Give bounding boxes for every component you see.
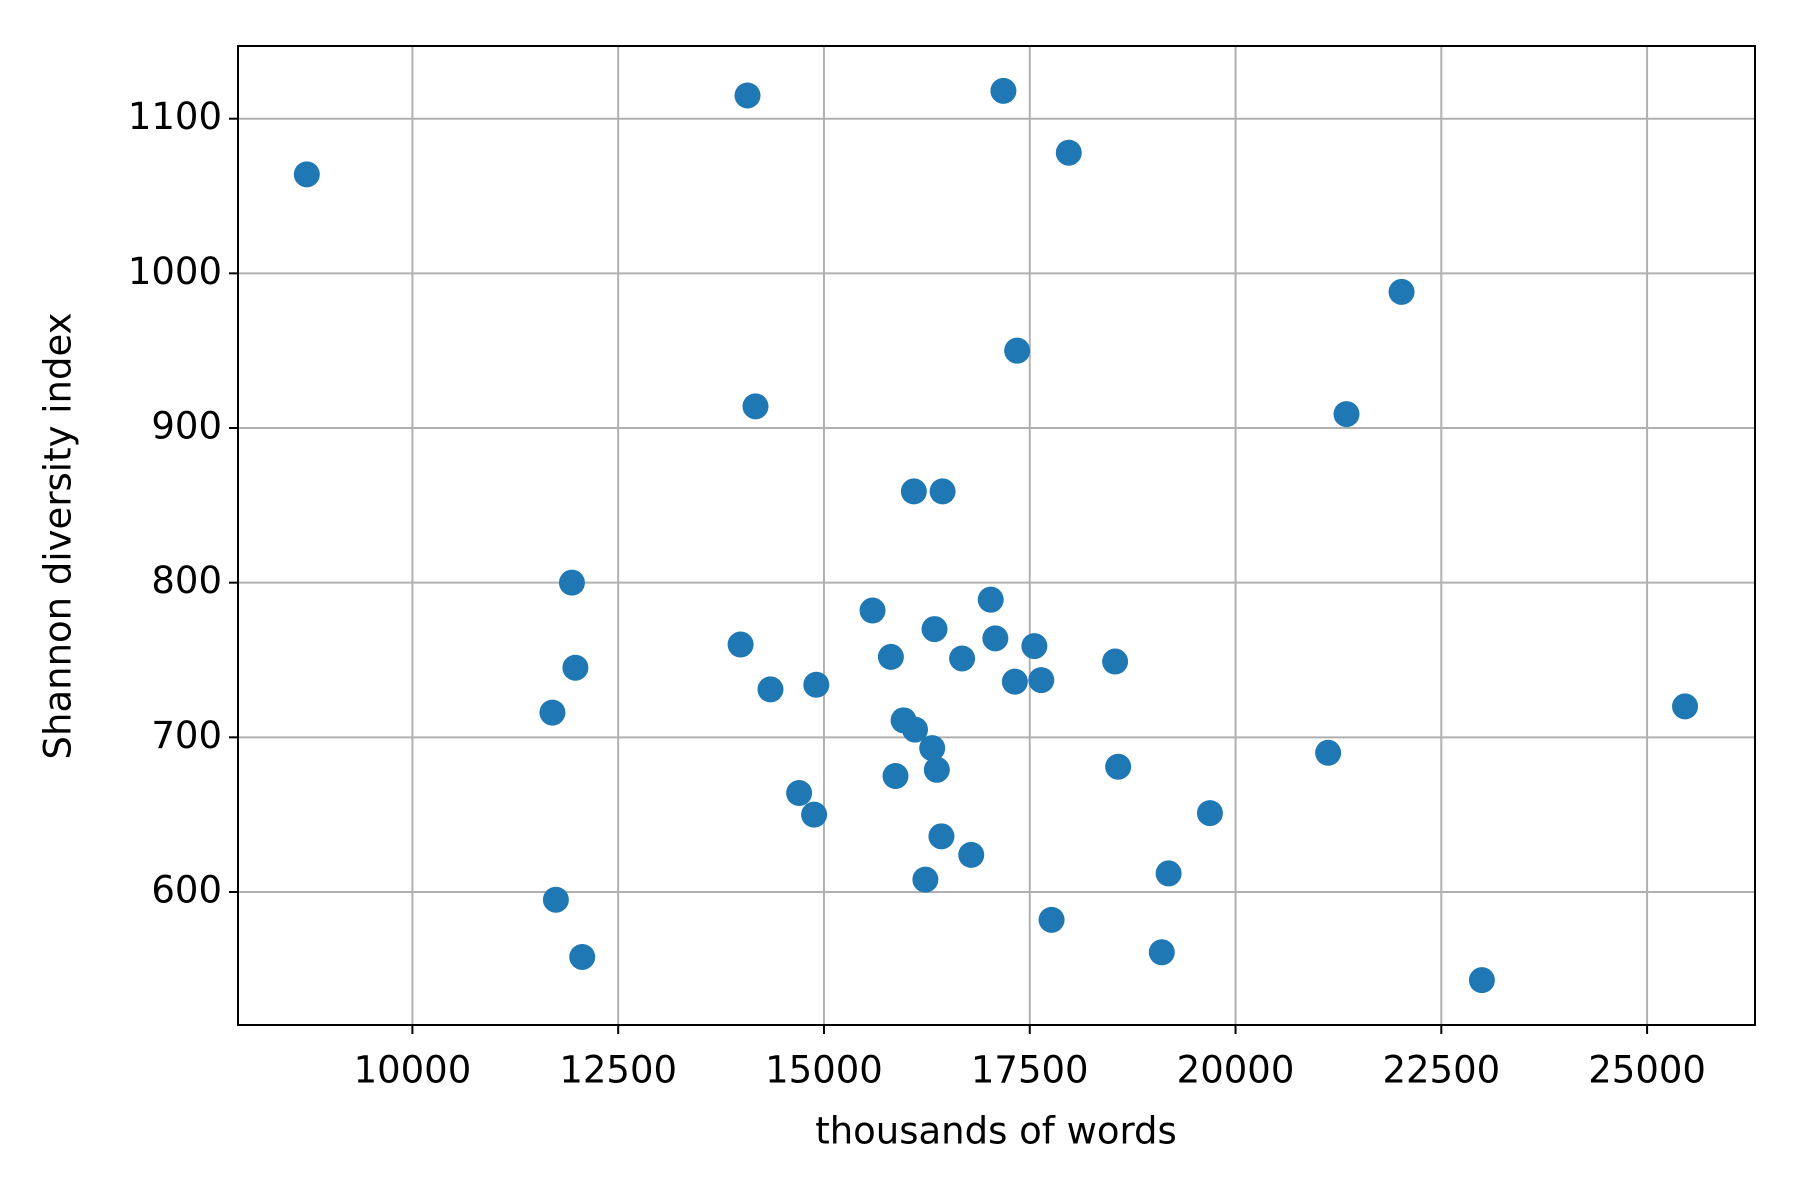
point	[877, 643, 904, 670]
x-tick-label: 15000	[765, 1049, 883, 1092]
y-tick-label: 1100	[128, 95, 222, 138]
point	[882, 762, 909, 789]
point	[982, 625, 1009, 652]
point	[734, 82, 761, 109]
point	[859, 597, 886, 624]
point	[919, 735, 946, 762]
x-tick-label: 25000	[1588, 1049, 1706, 1092]
x-tick-label: 12500	[559, 1049, 677, 1092]
point	[539, 699, 566, 726]
point	[801, 801, 828, 828]
point	[949, 645, 976, 672]
point	[900, 478, 927, 505]
y-axis-label: Shannon diversity index	[37, 313, 80, 760]
point	[742, 393, 769, 420]
x-tick-label: 17500	[971, 1049, 1089, 1092]
point	[1148, 939, 1175, 966]
y-tick-label: 600	[151, 868, 222, 911]
point	[1388, 278, 1415, 305]
point	[1315, 739, 1342, 766]
point	[929, 478, 956, 505]
point	[912, 866, 939, 893]
point	[1105, 753, 1132, 780]
point	[921, 616, 948, 643]
y-tick-label: 700	[151, 714, 222, 757]
point	[569, 943, 596, 970]
point	[928, 823, 955, 850]
point	[1672, 693, 1699, 720]
point	[990, 77, 1017, 104]
point	[1102, 648, 1129, 675]
point	[1468, 967, 1495, 994]
point	[558, 569, 585, 596]
point	[786, 780, 813, 807]
point	[1196, 800, 1223, 827]
point	[977, 586, 1004, 613]
point	[1155, 860, 1182, 887]
point	[958, 841, 985, 868]
point	[803, 671, 830, 698]
point	[1021, 633, 1048, 660]
point	[727, 631, 754, 658]
point	[1001, 668, 1028, 695]
point	[902, 716, 929, 743]
x-axis-label: thousands of words	[815, 1110, 1177, 1153]
point	[1004, 337, 1031, 364]
y-tick-label: 1000	[128, 250, 222, 293]
point	[1038, 906, 1065, 933]
x-tick-label: 22500	[1382, 1049, 1500, 1092]
x-tick-label: 20000	[1177, 1049, 1295, 1092]
y-tick-label: 900	[151, 405, 222, 448]
plot-frame	[237, 45, 1756, 1026]
point	[757, 676, 784, 703]
point	[1333, 401, 1360, 428]
x-tick-label: 10000	[354, 1049, 472, 1092]
point	[1055, 139, 1082, 166]
point	[923, 756, 950, 783]
point	[542, 886, 569, 913]
point	[293, 161, 320, 188]
y-tick-label: 800	[151, 559, 222, 602]
point	[1028, 667, 1055, 694]
point	[562, 654, 589, 681]
